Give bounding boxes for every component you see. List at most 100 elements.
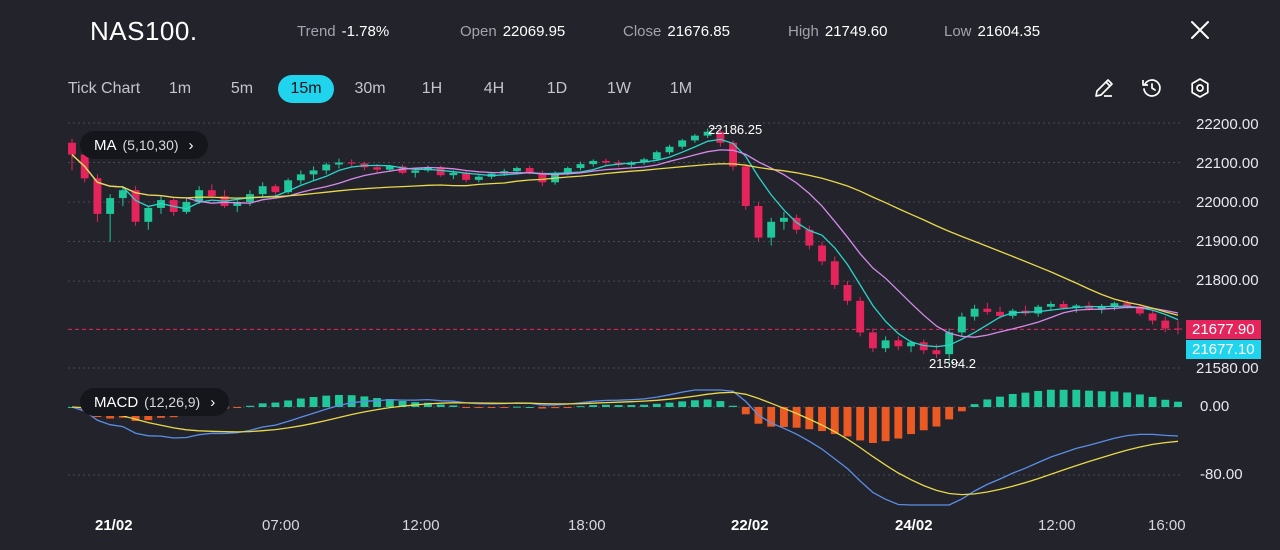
macd-hist-up [525,406,534,408]
time-tick: 16:00 [1148,517,1186,534]
stat-label: High [788,23,819,40]
candle-down [538,172,547,183]
candle-down [919,342,928,351]
macd-hist-up [690,400,699,407]
history-button[interactable] [1140,76,1164,100]
macd-line [71,389,1179,506]
macd-hist-up [1135,394,1144,407]
price-tick: 22100.00 [1196,155,1259,172]
tf-1mo[interactable]: 1M [669,80,693,97]
candle-up [309,170,318,175]
candle-down [1123,303,1132,307]
candle-down [271,186,280,193]
close-button[interactable] [1186,16,1214,44]
tf-30m[interactable]: 30m [354,80,386,97]
macd-hist-down [818,407,826,432]
tf-tick-chart[interactable]: Tick Chart [67,80,141,97]
close-icon [1191,21,1209,39]
macd-hist-up [347,395,356,407]
macd-hist-down [779,407,788,427]
ma-params: (5,10,30) [122,137,179,153]
candle-up [144,207,153,222]
macd-hist-down [563,407,572,408]
stat-low: Low 21604.35 [944,23,1040,40]
macd-indicator-pill[interactable]: MACD (12,26,9) › [80,388,230,416]
candle-down [462,172,471,180]
tf-5m[interactable]: 5m [230,80,254,97]
chart-header: NAS100. Trend -1.78% Open 22069.95 Close 21… [0,0,1280,62]
time-tick: 18:00 [568,517,606,534]
high-annotation: 22186.25 [708,122,763,137]
macd-hist-up [1174,401,1182,407]
macd-hist-up [627,405,636,407]
macd-hist-up [436,404,445,407]
candle-up [678,140,687,147]
tf-1w[interactable]: 1W [607,80,631,97]
macd-hist-up [322,395,331,407]
candle-up [690,135,699,141]
low-annotation: 21594.2 [929,356,976,371]
tf-1h[interactable]: 1H [421,80,443,97]
stat-label: Trend [297,23,336,40]
candle-down [1135,306,1144,314]
bid-price-tag: 21677.90 [1186,320,1261,339]
macd-hist-up [703,399,712,407]
candle-up [589,160,598,165]
stat-label: Low [944,23,972,40]
macd-hist-up [258,403,267,407]
candle-up [322,164,331,171]
candle-up [957,316,966,333]
macd-hist-up [1161,399,1170,407]
macd-params: (12,26,9) [144,394,201,410]
tf-15m[interactable]: 15m [278,75,334,103]
macd-hist-down [500,407,509,408]
price-tick: 21900.00 [1196,233,1259,250]
stat-open: Open 22069.95 [460,23,565,40]
candle-down [996,311,1004,316]
candle-up [563,168,572,173]
tf-1m[interactable]: 1m [168,80,192,97]
tf-4h[interactable]: 4H [483,80,505,97]
macd-hist-up [1148,396,1157,407]
candle-up [474,176,483,180]
stat-value: 21604.35 [977,23,1041,40]
candle-up [195,190,204,203]
macd-hist-up [970,404,979,407]
macd-hist-up [284,400,293,407]
settings-button[interactable] [1188,76,1212,100]
macd-tick: -80.00 [1200,466,1243,483]
ma-indicator-pill[interactable]: MA (5,10,30) › [80,131,208,159]
tf-1d[interactable]: 1D [546,80,568,97]
candle-up [627,162,636,165]
candle-down [792,217,801,230]
candle-down [373,167,382,170]
candle-up [1097,306,1106,309]
macd-hist-up [1021,392,1030,407]
stat-trend: Trend -1.78% [297,23,389,40]
candle-down [830,261,839,286]
macd-hist-down [233,407,242,408]
candle-down [93,178,102,214]
time-tick: 21/02 [95,517,133,534]
macd-hist-up [665,402,674,407]
macd-hist-up [983,399,992,407]
candle-down [68,142,76,155]
candle-up [945,332,954,355]
ma30-line [71,154,1179,316]
candle-down [741,166,750,206]
time-tick: 24/02 [895,517,933,534]
draw-button[interactable] [1092,76,1116,100]
macd-hist-up [729,405,737,407]
candle-up [1110,303,1119,307]
candle-down [1148,313,1157,321]
candle-up [970,308,979,317]
macd-hist-down [907,407,915,435]
macd-hist-down [551,407,560,409]
candle-down [347,162,356,164]
time-tick: 22/02 [731,517,769,534]
stat-label: Close [623,23,662,40]
macd-signal-line [71,391,1179,496]
candle-up [258,186,267,195]
candle-up [385,166,394,170]
